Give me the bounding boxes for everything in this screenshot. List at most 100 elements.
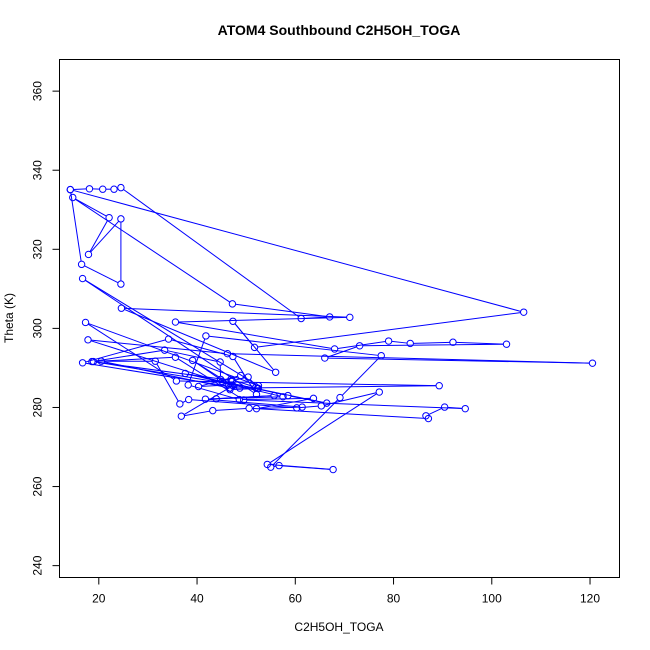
data-point <box>384 337 393 345</box>
y-tick-label: 340 <box>31 160 45 180</box>
x-tick-label: 80 <box>387 592 401 606</box>
data-point <box>336 393 344 402</box>
data-point <box>151 357 159 365</box>
data-point <box>309 394 318 403</box>
data-point <box>375 388 383 396</box>
series-line-segment <box>96 361 255 389</box>
series-line-segment <box>90 220 120 253</box>
data-point <box>298 403 306 411</box>
data-point <box>297 314 305 323</box>
data-point <box>194 382 203 391</box>
data-point <box>284 391 292 400</box>
y-axis-label: Theta (K) <box>2 293 16 343</box>
series-line-segment <box>95 350 162 362</box>
data-point <box>81 318 90 327</box>
data-point <box>236 384 244 392</box>
series-line-segment <box>184 410 210 417</box>
data-point <box>78 359 87 367</box>
data-point <box>245 404 253 412</box>
data-point <box>237 371 245 380</box>
data-point <box>218 377 226 386</box>
series-line-segment <box>246 399 463 410</box>
chart-title: ATOM4 Southbound C2H5OH_TOGA <box>218 22 461 38</box>
series-line-segment <box>233 379 254 387</box>
data-point <box>293 404 301 412</box>
y-tick-label: 280 <box>31 397 45 417</box>
data-point <box>325 313 334 321</box>
series-line-segment <box>177 358 242 399</box>
data-point <box>177 412 186 420</box>
data-point <box>209 406 217 415</box>
series-line-segment <box>95 356 173 362</box>
data-point <box>270 391 278 400</box>
data-point <box>520 308 528 316</box>
series-line-segment <box>362 343 504 347</box>
series-line-segment <box>282 465 330 470</box>
data-point <box>216 358 224 366</box>
series-line-segment <box>124 308 273 372</box>
x-tick-label: 40 <box>190 592 204 606</box>
y-tick-label: 300 <box>31 318 45 338</box>
series-layer <box>66 183 597 474</box>
y-tick-label: 240 <box>31 555 45 575</box>
series-line-segment <box>73 188 87 190</box>
x-axis: 20 40 60 80 100 120 <box>92 577 600 606</box>
series-line-segment <box>428 407 442 415</box>
x-tick-label: 100 <box>482 592 502 606</box>
series-line-segment <box>230 353 590 364</box>
data-point <box>252 404 261 413</box>
data-point <box>406 339 414 348</box>
data-point <box>77 260 86 269</box>
data-point <box>97 357 105 365</box>
data-point <box>244 373 252 381</box>
series-line-segment <box>456 341 504 345</box>
data-point <box>66 185 75 194</box>
data-point <box>201 395 210 403</box>
series-line-segment <box>123 189 299 318</box>
series-line-segment <box>327 346 357 358</box>
data-point <box>227 375 235 384</box>
data-point <box>181 369 189 378</box>
data-point <box>330 345 339 353</box>
data-point <box>422 412 430 420</box>
series-line-segment <box>156 363 179 402</box>
series-line-segment <box>242 397 311 401</box>
data-point <box>250 343 259 352</box>
y-axis: 240 260 280 300 320 340 360 <box>31 81 60 576</box>
data-point <box>184 395 193 404</box>
plot-frame <box>59 59 620 578</box>
x-axis-label: C2H5OH_TOGA <box>294 620 383 634</box>
data-point <box>449 338 457 346</box>
data-point <box>164 335 173 343</box>
data-point <box>329 465 337 474</box>
data-point <box>99 185 107 193</box>
data-point <box>275 461 283 470</box>
data-point <box>184 381 192 389</box>
series-line-segment <box>272 399 339 466</box>
data-point <box>202 332 210 340</box>
data-point <box>323 399 331 407</box>
series-line-segment <box>75 198 231 303</box>
data-point <box>321 354 329 362</box>
series-line-segment <box>341 357 380 396</box>
data-point <box>176 400 184 408</box>
data-point <box>440 403 449 411</box>
data-point <box>240 396 248 404</box>
series-line-segment <box>259 406 299 410</box>
series-line-segment <box>85 279 256 385</box>
data-point <box>84 250 93 259</box>
data-point <box>435 382 443 390</box>
data-point <box>226 385 234 394</box>
data-point <box>346 313 354 322</box>
data-point <box>212 395 220 403</box>
series-line-segment <box>183 386 231 415</box>
data-point <box>355 342 364 350</box>
data-point <box>84 336 92 344</box>
series-line-segment <box>182 400 187 403</box>
series-line-segment <box>235 303 327 317</box>
data-point <box>105 213 113 222</box>
data-point <box>279 393 287 401</box>
series-line-segment <box>215 407 246 411</box>
y-tick-label: 320 <box>31 239 45 259</box>
data-point <box>160 346 169 354</box>
